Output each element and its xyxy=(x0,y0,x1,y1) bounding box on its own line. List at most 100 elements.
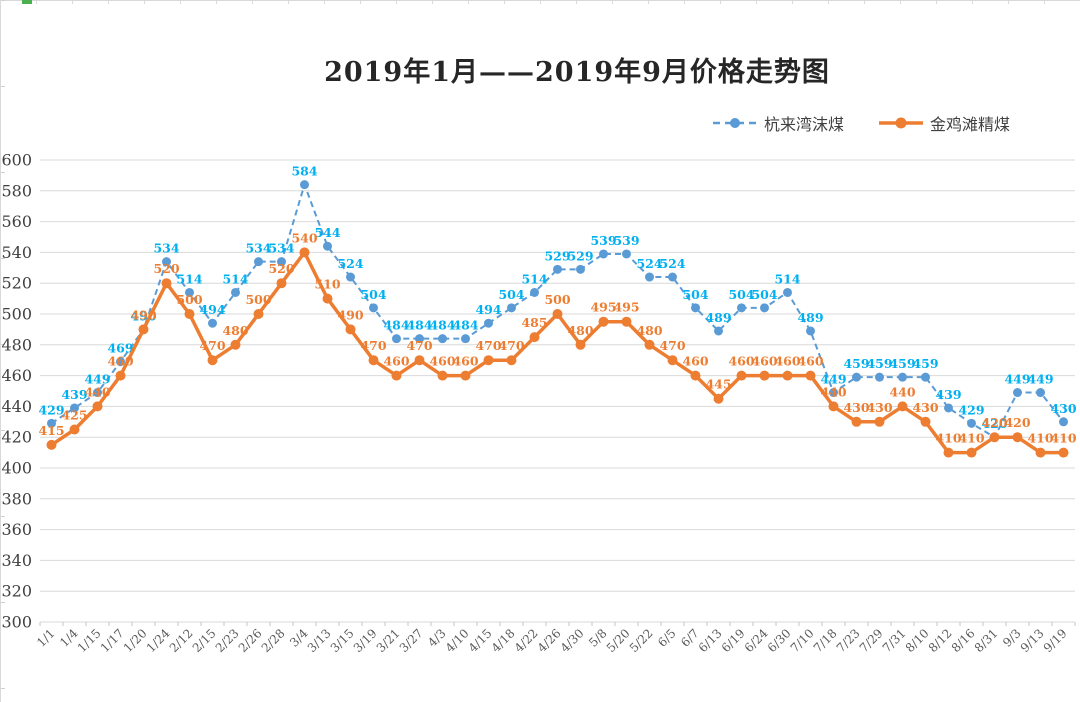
data-point-marker[interactable] xyxy=(875,372,884,382)
legend-item-hanglaiwan[interactable]: 杭来湾沫煤 xyxy=(712,111,844,135)
data-point-marker[interactable] xyxy=(1012,432,1023,443)
data-point-marker[interactable] xyxy=(874,416,885,427)
data-point-marker[interactable] xyxy=(369,303,378,313)
data-point-marker[interactable] xyxy=(415,334,424,344)
data-point-marker[interactable] xyxy=(506,355,517,366)
data-point-marker[interactable] xyxy=(599,249,608,259)
data-point-marker[interactable] xyxy=(414,355,425,366)
data-point-marker[interactable] xyxy=(598,316,609,327)
data-point-marker[interactable] xyxy=(300,180,309,190)
x-axis-tick-label: 1/20 xyxy=(121,626,150,655)
data-point-marker[interactable] xyxy=(966,447,977,458)
data-point-marker[interactable] xyxy=(737,303,746,313)
data-point-marker[interactable] xyxy=(161,278,172,289)
data-point-marker[interactable] xyxy=(921,372,930,382)
data-point-marker[interactable] xyxy=(622,249,631,259)
data-point-marker[interactable] xyxy=(782,370,793,381)
data-point-marker[interactable] xyxy=(828,401,839,412)
data-point-marker[interactable] xyxy=(185,287,194,297)
data-point-marker[interactable] xyxy=(276,278,287,289)
data-point-marker[interactable] xyxy=(323,241,332,251)
data-point-marker[interactable] xyxy=(93,388,102,398)
data-point-marker[interactable] xyxy=(989,432,1000,443)
data-point-marker[interactable] xyxy=(483,355,494,366)
data-label: 470 xyxy=(360,338,386,353)
data-point-marker[interactable] xyxy=(552,309,563,319)
data-point-marker[interactable] xyxy=(47,418,56,428)
data-point-marker[interactable] xyxy=(346,272,355,282)
data-point-marker[interactable] xyxy=(230,339,241,350)
data-point-marker[interactable] xyxy=(391,370,402,381)
data-label: 514 xyxy=(774,271,800,286)
series-line-hanglaiwan[interactable] xyxy=(50,183,1065,439)
data-label: 504 xyxy=(682,287,708,302)
data-point-marker[interactable] xyxy=(254,257,263,267)
data-point-marker[interactable] xyxy=(461,334,470,344)
data-point-marker[interactable] xyxy=(852,372,861,382)
data-point-marker[interactable] xyxy=(46,439,57,450)
data-point-marker[interactable] xyxy=(943,447,954,458)
data-point-marker[interactable] xyxy=(69,424,80,435)
y-axis-tick-label: 380 xyxy=(1,489,32,508)
data-point-marker[interactable] xyxy=(897,401,908,412)
data-point-marker[interactable] xyxy=(714,326,723,336)
data-point-marker[interactable] xyxy=(759,370,770,381)
data-point-marker[interactable] xyxy=(851,416,862,427)
data-point-marker[interactable] xyxy=(691,303,700,313)
x-axis-tick-label: 1/17 xyxy=(98,626,127,655)
data-point-marker[interactable] xyxy=(507,303,516,313)
data-point-marker[interactable] xyxy=(898,372,907,382)
data-point-marker[interactable] xyxy=(736,370,747,381)
data-label: 490 xyxy=(337,307,363,322)
data-point-marker[interactable] xyxy=(322,293,333,304)
data-point-marker[interactable] xyxy=(184,309,195,319)
data-point-marker[interactable] xyxy=(575,339,586,350)
data-point-marker[interactable] xyxy=(920,416,931,427)
data-point-marker[interactable] xyxy=(115,370,126,381)
data-point-marker[interactable] xyxy=(1036,388,1045,398)
data-point-marker[interactable] xyxy=(783,287,792,297)
data-point-marker[interactable] xyxy=(484,318,493,328)
data-point-marker[interactable] xyxy=(829,388,838,398)
data-point-marker[interactable] xyxy=(162,257,171,267)
data-point-marker[interactable] xyxy=(668,272,677,282)
data-point-marker[interactable] xyxy=(299,247,310,258)
data-point-marker[interactable] xyxy=(553,264,562,274)
data-point-marker[interactable] xyxy=(1058,447,1069,458)
data-point-marker[interactable] xyxy=(667,355,678,366)
data-point-marker[interactable] xyxy=(207,355,218,366)
data-point-marker[interactable] xyxy=(713,393,724,404)
data-point-marker[interactable] xyxy=(529,332,540,343)
legend-item-jinjitan[interactable]: 金鸡滩精煤 xyxy=(878,111,1010,135)
data-point-marker[interactable] xyxy=(253,309,264,319)
y-axis-tick-label: 400 xyxy=(1,459,32,478)
data-point-marker[interactable] xyxy=(805,370,816,381)
data-point-marker[interactable] xyxy=(530,287,539,297)
data-point-marker[interactable] xyxy=(690,370,701,381)
data-point-marker[interactable] xyxy=(1059,417,1068,427)
data-point-marker[interactable] xyxy=(645,272,654,282)
data-point-marker[interactable] xyxy=(277,257,286,267)
data-point-marker[interactable] xyxy=(806,326,815,336)
data-point-marker[interactable] xyxy=(138,324,149,335)
data-point-marker[interactable] xyxy=(392,334,401,344)
data-point-marker[interactable] xyxy=(621,316,632,327)
data-point-marker[interactable] xyxy=(70,403,79,413)
data-point-marker[interactable] xyxy=(438,334,447,344)
data-point-marker[interactable] xyxy=(944,403,953,413)
data-point-marker[interactable] xyxy=(760,303,769,313)
data-point-marker[interactable] xyxy=(92,401,103,412)
data-point-marker[interactable] xyxy=(1013,388,1022,398)
data-point-marker[interactable] xyxy=(437,370,448,381)
data-point-marker[interactable] xyxy=(116,357,125,367)
data-point-marker[interactable] xyxy=(967,418,976,428)
data-point-marker[interactable] xyxy=(231,287,240,297)
data-point-marker[interactable] xyxy=(208,318,217,328)
data-point-marker[interactable] xyxy=(644,339,655,350)
data-point-marker[interactable] xyxy=(576,264,585,274)
data-point-marker[interactable] xyxy=(345,324,356,335)
data-point-marker[interactable] xyxy=(460,370,471,381)
data-point-marker[interactable] xyxy=(1035,447,1046,458)
data-point-marker[interactable] xyxy=(368,355,379,366)
